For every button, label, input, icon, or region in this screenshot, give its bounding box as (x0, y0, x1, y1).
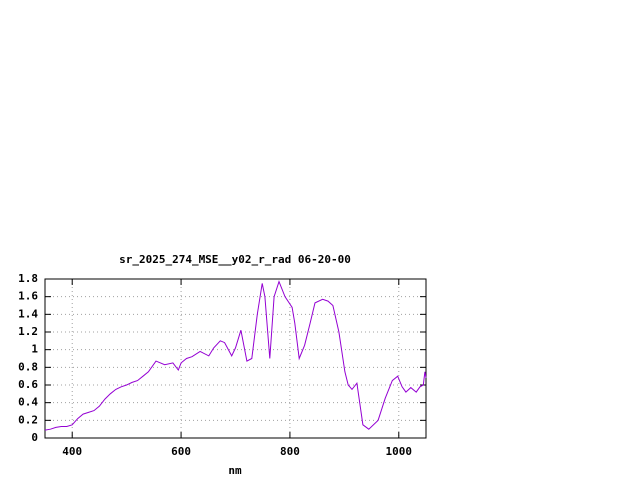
y-tick-label: 0.8 (18, 360, 38, 373)
x-tick-label: 800 (280, 445, 300, 458)
data-line (44, 280, 427, 431)
y-tick-label: 0 (31, 431, 38, 444)
y-tick-label: 1.6 (18, 290, 38, 303)
x-tick-label: 1000 (386, 445, 413, 458)
x-tick-label: 600 (171, 445, 191, 458)
y-tick-label: 1 (31, 343, 38, 356)
plot-border (44, 278, 427, 439)
y-tick-label: 1.4 (18, 307, 38, 320)
y-tick-label: 0.2 (18, 413, 38, 426)
y-tick-label: 0.6 (18, 378, 38, 391)
y-tick-label: 1.2 (18, 325, 38, 338)
x-tick-label: 400 (62, 445, 82, 458)
chart-title: sr_2025_274_MSE__y02_r_rad 06-20-00 (119, 253, 351, 266)
y-tick-label: 0.4 (18, 396, 38, 409)
x-axis-label: nm (228, 464, 242, 477)
y-tick-label: 1.8 (18, 272, 38, 285)
